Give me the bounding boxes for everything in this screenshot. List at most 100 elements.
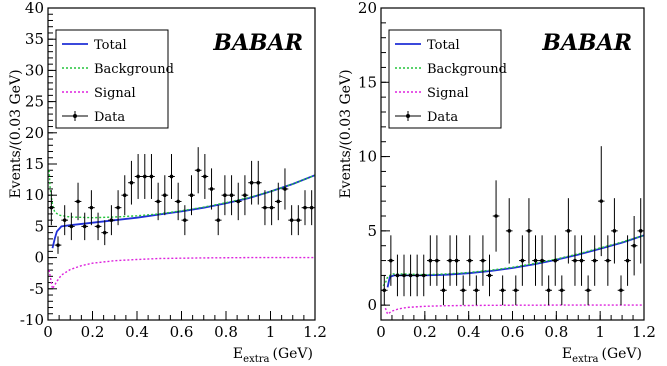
x-axis-title-sub: extra [572, 354, 598, 365]
plot-frame [47, 7, 316, 321]
data-point [156, 199, 160, 204]
x-tick-label: 0.8 [544, 323, 568, 341]
x-tick-label: 0.4 [457, 323, 481, 341]
data-point [69, 224, 74, 229]
data-point [527, 229, 531, 233]
data-point [243, 193, 247, 197]
x-tick-label: 0.2 [413, 323, 437, 341]
series-background-line [48, 170, 315, 219]
data-point [560, 288, 564, 293]
x-axis-title: Eextra (GeV) [562, 346, 642, 365]
data-point [546, 288, 551, 293]
data-point [566, 229, 571, 233]
data-point [183, 218, 187, 222]
x-tick-label: 0.6 [501, 323, 525, 341]
data-point [553, 258, 558, 263]
y-tick-label: 20 [25, 124, 44, 142]
data-point [632, 243, 636, 248]
data-point [56, 243, 60, 247]
y-tick-label: 15 [358, 73, 377, 91]
data-point [599, 199, 604, 203]
data-point [454, 258, 459, 263]
data-point [540, 258, 544, 263]
data-point [303, 205, 307, 210]
chart-right: 0 0.2 0.4 0.6 0.8 1 1.2 0 5 10 15 20 Total Background… [338, 0, 656, 365]
series-signal-line [384, 304, 644, 316]
legend-label: Data [427, 110, 458, 125]
x-axis-title-main: E [562, 346, 572, 362]
data-point [619, 288, 623, 293]
x-tick-label: 1.2 [632, 323, 656, 341]
y-tick-label: 30 [25, 61, 44, 79]
y-tick-label: 5 [34, 217, 44, 235]
data-point [402, 273, 406, 278]
data-point [448, 258, 452, 263]
x-tick-label: 0.6 [170, 323, 194, 341]
data-point [606, 258, 610, 263]
data-point [487, 273, 492, 278]
data-point [76, 199, 80, 204]
data-point [573, 258, 577, 263]
babar-logo: BABAR [541, 30, 632, 56]
data-point [435, 258, 439, 263]
babar-logo: BABAR [212, 30, 303, 56]
data-point [223, 193, 227, 197]
legend-swatch-data-dot [73, 114, 77, 118]
data-point [461, 288, 465, 293]
chart-left: 0 0.2 0.4 0.6 0.8 1 1.2 -10 -5 0 5 10 15 20 25 30 35 40 To… [8, 0, 327, 365]
data-point [276, 199, 281, 204]
data-point [249, 180, 254, 185]
y-tick-label: 15 [25, 155, 44, 173]
legend-label: Signal [427, 86, 469, 101]
data-point [415, 273, 419, 278]
y-tick-label: 10 [25, 186, 44, 204]
y-tick-label: 10 [358, 148, 377, 166]
data-point [96, 224, 100, 229]
data-point [481, 258, 485, 263]
data-point [638, 229, 643, 233]
legend-swatch-data-dot [406, 114, 410, 118]
data-point [149, 174, 154, 179]
data-point [467, 258, 472, 263]
data-point [586, 288, 590, 293]
data-point [441, 288, 446, 293]
data-point [283, 187, 287, 191]
data-point [116, 205, 120, 210]
data-point [625, 258, 630, 263]
data-point [494, 214, 498, 218]
x-tick-label: 1 [595, 323, 605, 341]
data-point [82, 224, 87, 229]
data-point [269, 205, 274, 210]
data-point [296, 218, 301, 222]
data-point [122, 193, 127, 197]
legend-label: Background [94, 62, 174, 77]
y-tick-label: 5 [367, 222, 377, 240]
x-axis-title-unit: (GeV) [272, 346, 313, 362]
data-point [169, 174, 174, 179]
data-point [209, 187, 214, 191]
x-tick-label: 0.2 [81, 323, 105, 341]
legend-label: Total [427, 38, 460, 53]
x-axis-title: Eextra (GeV) [233, 346, 313, 365]
data-point [309, 205, 314, 210]
plot-frame [380, 7, 645, 321]
legend-label: Signal [94, 86, 136, 101]
data-point [102, 230, 107, 235]
data-point [421, 273, 426, 278]
data-point [533, 258, 538, 263]
x-tick-label: 1 [266, 323, 276, 341]
plot-area [48, 147, 315, 291]
series-background-line [382, 234, 644, 287]
x-tick-label: 0.4 [125, 323, 149, 341]
x-tick-label: 0 [43, 323, 53, 341]
x-axis-title-unit: (GeV) [601, 346, 642, 362]
y-tick-label: -5 [29, 280, 44, 298]
data-point [109, 218, 114, 222]
data-point [513, 288, 518, 293]
data-point [408, 273, 413, 278]
data-point [579, 258, 584, 263]
data-point [474, 288, 479, 293]
data-point [507, 229, 512, 233]
plot-area [381, 146, 644, 316]
y-tick-label: 0 [34, 249, 44, 267]
